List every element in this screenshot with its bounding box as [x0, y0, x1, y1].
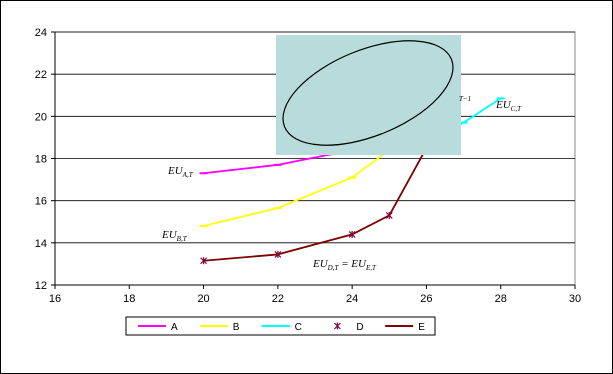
y-tick-label: 24 [35, 27, 47, 39]
x-tick-label: 30 [569, 293, 581, 305]
x-tick-label: 26 [420, 293, 432, 305]
legend-label: E [418, 322, 425, 333]
legend-item-c: C [261, 322, 302, 333]
legend-label: C [295, 322, 302, 333]
x-tick-label: 24 [346, 293, 358, 305]
annotation-sub: E,T [365, 264, 377, 272]
overlay-ellipse [282, 40, 454, 146]
legend-item-a: A [138, 322, 178, 333]
annotation-mid: = EU [338, 258, 367, 270]
x-tick-label: 28 [495, 293, 507, 305]
y-tick-label: 12 [35, 280, 47, 292]
legend-item-e: E [385, 322, 425, 333]
annotation-sub: A,T [182, 171, 194, 179]
annotation-eub: EUB,T [161, 229, 188, 243]
annotation-main: EU [495, 99, 512, 111]
annotation-euc: EUC,T [495, 99, 522, 113]
series-point-d [200, 257, 207, 265]
series-point-d [385, 211, 393, 219]
annotation-eude: EUD,T = EUE,T [312, 258, 377, 272]
legend-label: A [171, 322, 178, 333]
series-point-d [348, 230, 356, 238]
y-tick-label: 18 [35, 154, 47, 166]
annotation-sub: C,T [511, 105, 522, 113]
x-tick-label: 18 [123, 293, 135, 305]
axes: 12 14 16 18 20 22 24 16 18 20 22 24 26 28 30 [35, 27, 581, 305]
legend-swatch-marker [333, 322, 341, 330]
y-tick-label: 22 [35, 69, 47, 81]
series-point-d [274, 250, 282, 258]
legend-item-d: D [333, 322, 364, 333]
annotation-partial: T−1 [459, 95, 471, 103]
y-tick-label: 16 [35, 196, 47, 208]
overlay-box [276, 35, 461, 155]
x-tick-label: 22 [272, 293, 284, 305]
annotation-main: EU [161, 229, 178, 241]
legend-label: D [356, 322, 363, 333]
overlay-group [276, 35, 461, 155]
annotation-main: EU [312, 258, 329, 270]
x-tick-label: 16 [49, 293, 61, 305]
legend: A B C D E [125, 316, 436, 336]
annotation-sub: B,T [177, 235, 188, 243]
x-tick-label: 20 [197, 293, 209, 305]
legend-item-b: B [199, 322, 240, 333]
annotation-eua: EUA,T [167, 165, 194, 179]
annotation-main: EU [167, 165, 184, 177]
y-tick-label: 14 [35, 238, 47, 250]
annotation-sub: D,T [327, 264, 340, 272]
legend-label: B [233, 322, 240, 333]
y-tick-label: 20 [35, 111, 47, 123]
